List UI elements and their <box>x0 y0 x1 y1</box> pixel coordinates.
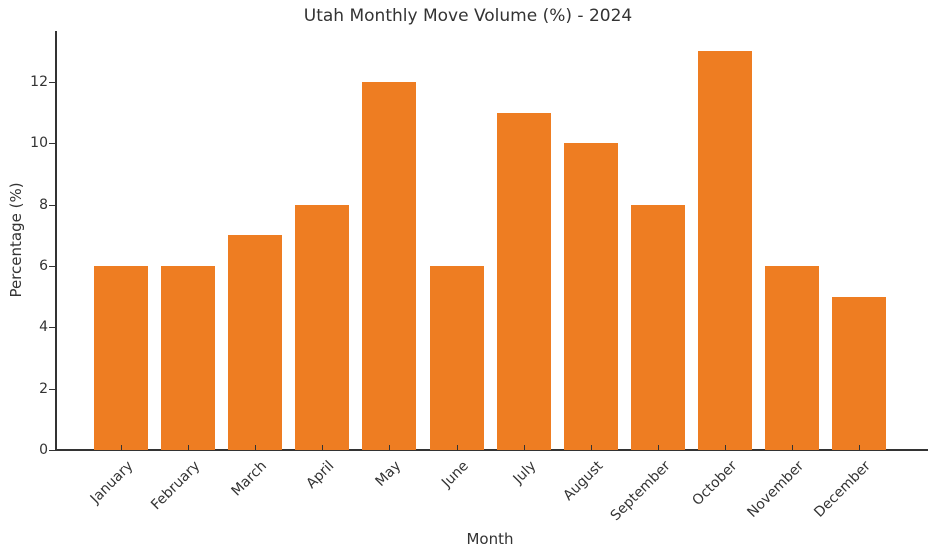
chart-title: Utah Monthly Move Volume (%) - 2024 <box>303 6 633 26</box>
x-tick <box>724 445 726 450</box>
x-tick-label-january: January <box>87 458 137 507</box>
bar-september <box>630 204 685 450</box>
y-tick <box>49 143 55 145</box>
y-tick-label: 0 <box>39 442 48 458</box>
bar-january <box>94 265 148 450</box>
y-axis-line <box>55 31 57 451</box>
x-tick-label-june: June <box>438 458 472 491</box>
x-tick <box>322 445 324 450</box>
bar-december <box>832 296 887 450</box>
y-tick <box>49 327 55 329</box>
x-tick-label-february: February <box>148 458 204 514</box>
bar-february <box>161 265 216 450</box>
y-tick <box>49 81 55 83</box>
bar-july <box>496 112 551 450</box>
x-tick <box>389 445 391 450</box>
x-tick-label-august: August <box>560 458 607 504</box>
y-tick-label: 8 <box>39 196 48 213</box>
x-tick <box>792 445 793 450</box>
bar-november <box>765 265 819 450</box>
x-tick-label-november: November <box>744 458 808 521</box>
y-tick-label: 10 <box>30 135 48 152</box>
x-tick-label-april: April <box>303 458 338 492</box>
x-tick-label-december: December <box>811 458 875 521</box>
bar-august <box>563 143 618 450</box>
x-tick <box>188 445 190 450</box>
x-tick-label-march: March <box>228 458 271 500</box>
x-tick <box>523 445 525 450</box>
y-tick-label: 2 <box>39 380 48 397</box>
bar-april <box>295 204 350 450</box>
x-axis-label: Month <box>466 530 514 548</box>
bar-june <box>429 265 484 450</box>
x-tick <box>456 445 458 450</box>
bar-october <box>697 51 752 450</box>
x-tick <box>255 445 257 450</box>
x-tick-label-september: September <box>607 458 674 525</box>
x-tick <box>590 445 592 450</box>
bar-may <box>362 81 417 450</box>
y-tick <box>49 265 55 267</box>
x-tick <box>121 445 122 450</box>
y-tick-label: 12 <box>30 73 48 90</box>
y-tick <box>49 204 55 206</box>
x-tick <box>859 445 861 450</box>
x-tick <box>657 445 659 450</box>
bar-march <box>228 235 283 450</box>
x-tick-label-may: May <box>372 458 405 490</box>
y-tick-label: 4 <box>39 319 48 336</box>
x-tick-label-july: July <box>509 458 540 488</box>
y-tick <box>49 450 55 451</box>
y-axis-label: Percentage (%) <box>7 182 25 298</box>
x-axis-line <box>55 449 928 451</box>
y-tick <box>49 388 55 390</box>
x-tick-label-october: October <box>689 458 741 509</box>
y-tick-label: 6 <box>39 257 48 274</box>
